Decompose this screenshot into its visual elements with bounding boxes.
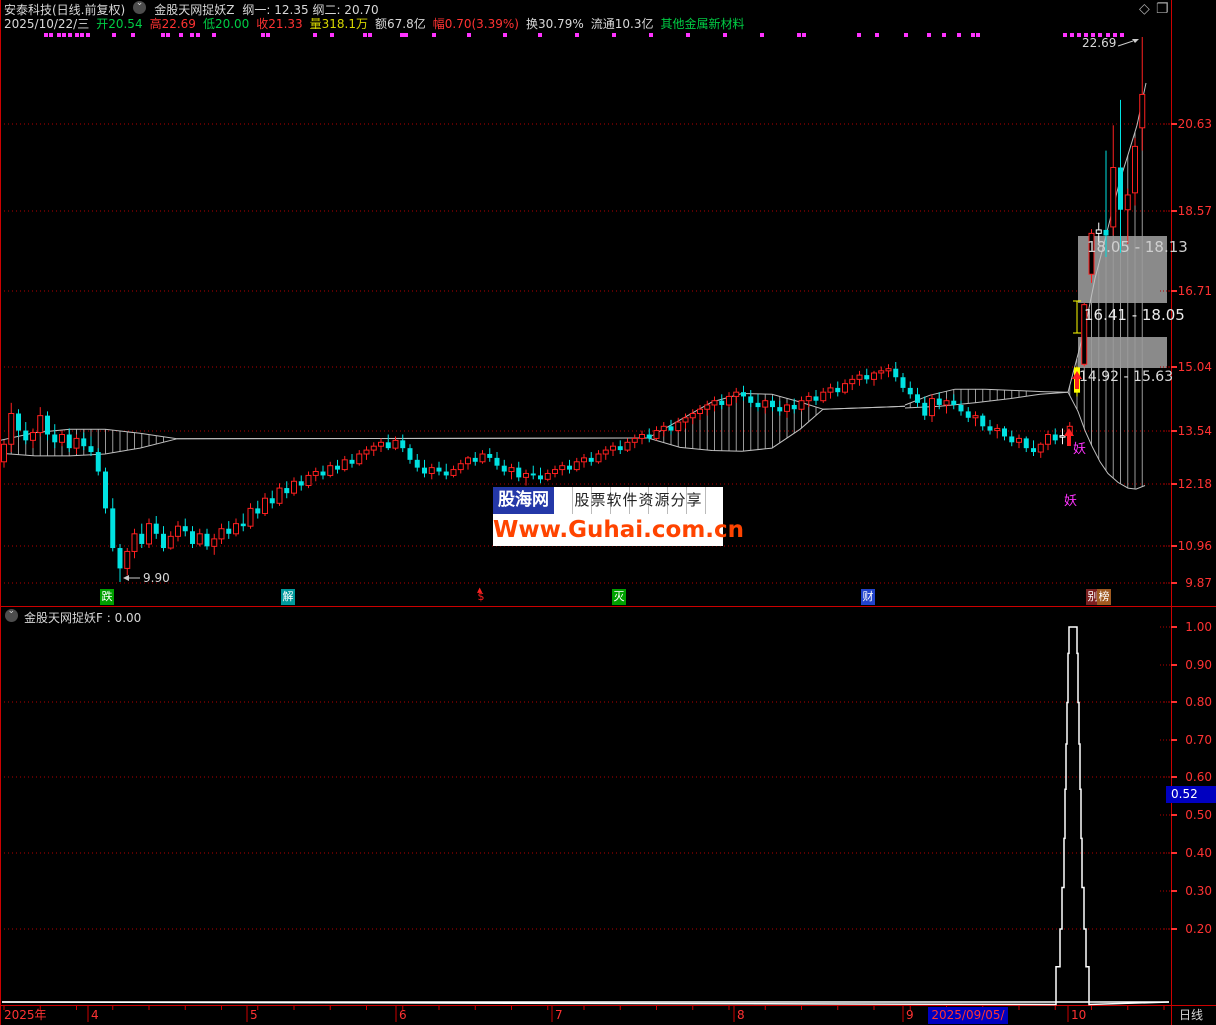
signal-badge: 别 (1086, 589, 1100, 605)
x-axis-month-label: 4 (91, 1008, 99, 1022)
window-restore-icon[interactable]: ❐ (1156, 1, 1169, 17)
watermark-tagline: 股票软件资源分享 (554, 487, 723, 514)
price-axis-label: 10.96 (1177, 539, 1212, 553)
indicator-axis-label: 0.90 (1185, 658, 1212, 672)
x-axis-month-label: 6 (399, 1008, 407, 1022)
price-axis-label: 16.71 (1177, 284, 1212, 298)
indicator-collapse-icon[interactable] (133, 0, 147, 14)
watermark-site-name: 股海网 (493, 487, 554, 514)
x-axis-month-label: 9 (906, 1008, 914, 1022)
price-axis-label: 12.18 (1177, 477, 1212, 491)
price-range-label: 14.92 - 15.63 (1079, 369, 1174, 385)
price-axis-label: 18.57 (1177, 204, 1212, 218)
indicator-axis-label: 0.80 (1185, 695, 1212, 709)
up-arrow-marker (1072, 371, 1082, 389)
x-axis-month-label: 5 (250, 1008, 258, 1022)
indicator-axis-label: 0.40 (1185, 846, 1212, 860)
quote-segment: 量318.1万 (309, 17, 369, 31)
watermark: 股海网 股票软件资源分享 Www.Guhai.com.cn (493, 487, 745, 546)
x-axis-month-label: 10 (1071, 1008, 1087, 1022)
signal-badge: 跌 (100, 589, 114, 605)
indicator-axis-label: 0.60 (1185, 770, 1212, 784)
period-button[interactable]: 日线 (1179, 1008, 1204, 1022)
quote-segment: 高22.69 (149, 17, 196, 31)
quote-segment: 其他金属新材料 (660, 17, 745, 31)
panel2-collapse-icon[interactable] (5, 606, 18, 622)
candles-layer (1, 37, 1146, 582)
quote-segment: 开20.54 (96, 17, 143, 31)
indicator-spike (1, 626, 1170, 1006)
net-bands-layer (0, 82, 1147, 490)
quote-bar: 2025/10/22/三 开20.54 高22.69 低20.00 收21.33 量318… (4, 15, 744, 32)
indicator-params: 纲一: 12.35 纲二: 20.70 (242, 3, 379, 17)
title-bar: 安泰科技(日线.前复权) 金股天网捉妖Z 纲一: 12.35 纲二: 20.70 (4, 0, 379, 18)
up-arrow-marker (1064, 428, 1074, 446)
price-range-label: 18.05 - 18.13 (1087, 238, 1188, 256)
indicator-axis-label: 0.30 (1185, 884, 1212, 898)
signal-badge-triangle: ▲ (477, 586, 483, 594)
price-low-label: 9.90 (143, 571, 170, 585)
panel2-title: 金股天网捉妖F : 0.00 (24, 611, 142, 625)
quote-segment: 流通10.3亿 (590, 17, 654, 31)
quote-segment: 幅0.70(3.39%) (432, 17, 519, 31)
indicator-cursor-value: 0.52 (1166, 786, 1216, 803)
yao-signal-label: 妖 (1064, 494, 1078, 509)
indicator-axis-label: 0.50 (1185, 808, 1212, 822)
indicator-axis-label: 0.70 (1185, 733, 1212, 747)
quote-segment: 2025/10/22/三 (4, 17, 90, 31)
indicator-axis-label: 1.00 (1185, 620, 1212, 634)
price-high-label: 22.69 (1082, 36, 1117, 50)
price-range-label: 16.41 - 18.05 (1084, 306, 1185, 324)
yao-signal-label: 妖 (1073, 442, 1087, 457)
panel2-line-layer (1, 626, 1170, 1006)
range-boxes-layer (1078, 236, 1167, 368)
quote-segment: 额67.8亿 (375, 17, 426, 31)
x-axis-month-label: 7 (555, 1008, 563, 1022)
signal-badge: $ (477, 590, 485, 603)
indicator-title: 金股天网捉妖Z (154, 3, 235, 17)
signal-badge: 榜 (1097, 589, 1111, 605)
signal-badge: 财 (861, 589, 875, 605)
panel2-header: 金股天网捉妖F : 0.00 (5, 606, 142, 626)
price-axis-label: 9.87 (1185, 576, 1212, 590)
price-axis-label: 20.63 (1177, 117, 1212, 131)
quote-segment: 低20.00 (202, 17, 250, 31)
x-axis-month-label: 8 (737, 1008, 745, 1022)
signal-badge: 解 (281, 589, 295, 605)
annotation-layer (44, 33, 1139, 581)
x-axis-highlight-date: 2025/09/05/五 (928, 1007, 1008, 1025)
x-axis-year-label: 2025年 (4, 1008, 47, 1022)
stock-title: 安泰科技(日线.前复权) (4, 3, 126, 17)
quote-segment: 换30.79% (525, 17, 584, 31)
signal-badge: 灭 (612, 589, 626, 605)
price-axis-label: 15.04 (1177, 360, 1212, 374)
watermark-url: Www.Guhai.com.cn (493, 517, 745, 543)
price-axis-label: 13.54 (1177, 424, 1212, 438)
quote-segment: 收21.33 (256, 17, 303, 31)
indicator-axis-label: 0.20 (1185, 922, 1212, 936)
diamond-icon[interactable]: ◇ (1139, 1, 1150, 17)
